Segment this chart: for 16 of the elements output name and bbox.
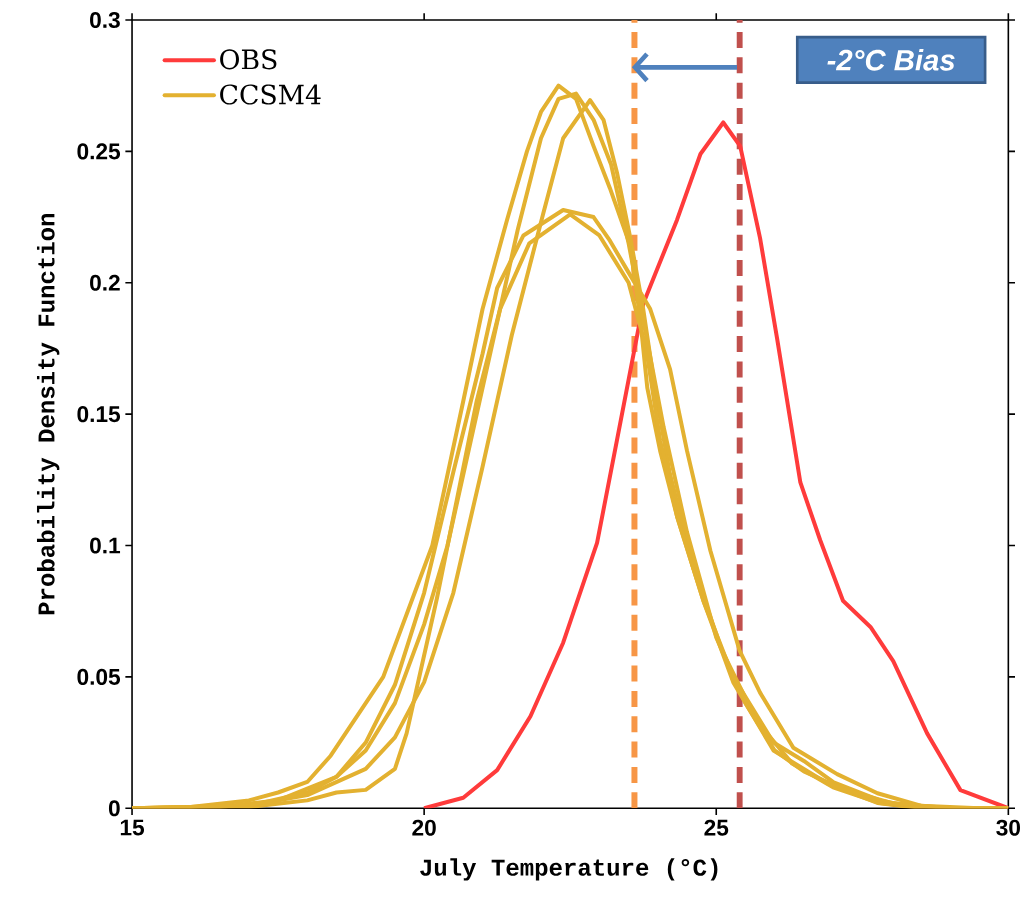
y-tick-label: 0.3	[90, 11, 120, 28]
y-tick-label: 0.25	[77, 143, 121, 160]
x-tick-label: 30	[996, 819, 1021, 836]
x-tick-label: 15	[120, 819, 145, 836]
y-tick-label: 0	[108, 800, 120, 817]
x-axis-title: July Temperature (°C)	[420, 858, 718, 881]
x-tick-label: 25	[704, 819, 729, 836]
x-tick-label: 20	[412, 819, 436, 836]
y-axis-title: Probability Density Function	[36, 213, 60, 615]
annotation: -2°C Bias	[827, 48, 955, 71]
y-tick-label: 0.1	[90, 537, 121, 554]
y-tick-label: 0.2	[90, 274, 120, 291]
y-tick-label: 0.05	[77, 668, 121, 685]
y-tick-label: 0.15	[77, 405, 121, 423]
legend-label: OBS	[220, 49, 277, 70]
legend-label: CCSM4	[220, 84, 321, 105]
